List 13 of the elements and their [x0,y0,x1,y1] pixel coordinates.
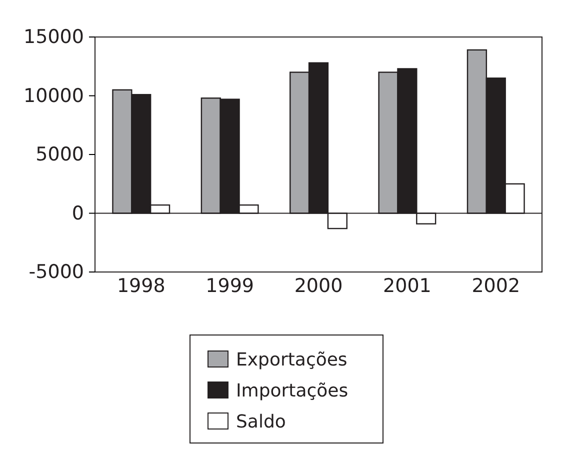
y-tick-label: 15000 [24,26,84,48]
y-tick-label: 10000 [24,84,84,107]
legend-label: Exportações [236,349,348,370]
legend-label: Importações [236,380,348,402]
x-tick-label: 1998 [116,275,166,298]
x-tick-label: 2002 [472,275,520,298]
x-tick-label: 1999 [206,275,254,298]
y-tick-label: 0 [72,202,84,224]
x-tick-label: 2000 [294,275,343,298]
y-tick-label: 5000 [36,144,84,166]
x-tick-label: 2001 [383,275,432,298]
legend-label: Saldo [236,411,286,432]
y-tick-label: -5000 [28,261,84,284]
